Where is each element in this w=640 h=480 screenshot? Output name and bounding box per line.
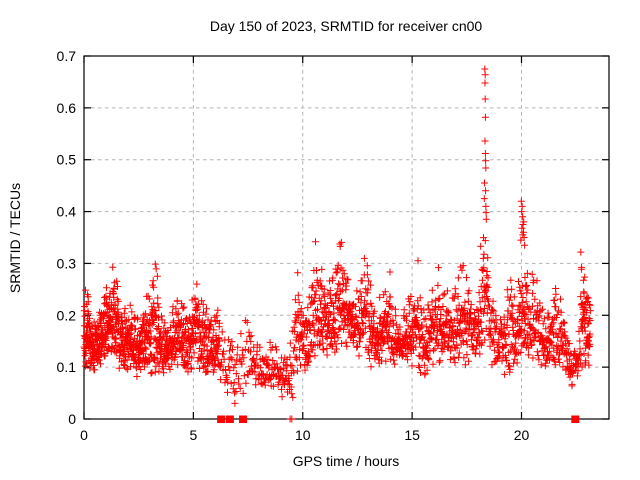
- x-tick-label: 10: [295, 427, 311, 443]
- axis-ticks: [83, 55, 609, 420]
- zero-value-marker-cluster: [571, 415, 580, 423]
- chart-title: Day 150 of 2023, SRMTID for receiver cn0…: [210, 18, 483, 34]
- x-tick-label: 5: [189, 427, 197, 443]
- y-tick-label: 0.1: [57, 359, 77, 375]
- zero-value-marker-cluster: [239, 415, 248, 423]
- axis-tick-labels: 0 5 10 15 20 0 0.1 0.2 0.3 0.4 0.5 0.6 0.7: [57, 48, 530, 443]
- zero-value-marker-cluster: [225, 415, 234, 423]
- y-axis-label: SRMTID / TECUs: [7, 183, 23, 293]
- x-tick-label: 0: [80, 427, 88, 443]
- y-tick-label: 0.2: [57, 307, 77, 323]
- x-axis-label: GPS time / hours: [293, 453, 400, 469]
- x-tick-label: 20: [514, 427, 530, 443]
- y-tick-label: 0.5: [57, 152, 77, 168]
- y-tick-label: 0: [68, 411, 76, 427]
- zero-value-marker-cluster: [217, 415, 226, 423]
- y-tick-label: 0.3: [57, 255, 77, 271]
- plot-border: [83, 55, 610, 420]
- y-tick-label: 0.6: [57, 100, 77, 116]
- y-tick-label: 0.7: [57, 48, 77, 64]
- x-tick-label: 15: [404, 427, 420, 443]
- data-points: [80, 65, 594, 423]
- y-tick-label: 0.4: [57, 204, 77, 220]
- scatter-markers: [80, 65, 594, 423]
